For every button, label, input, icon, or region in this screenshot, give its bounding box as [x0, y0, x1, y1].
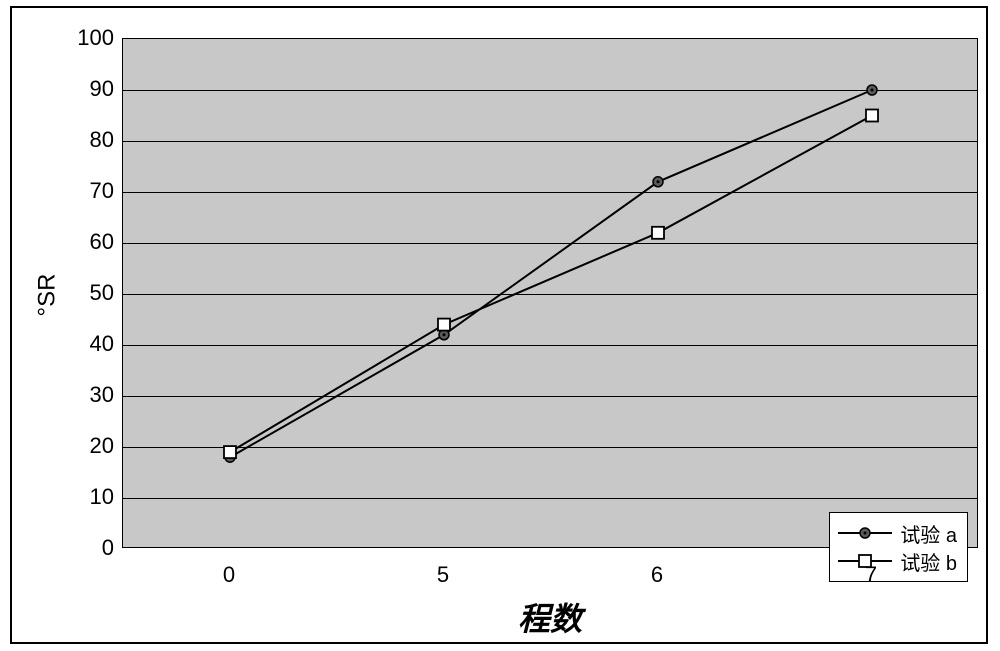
- legend-swatch: [838, 523, 892, 543]
- series-line: [230, 90, 872, 457]
- plot-area: [122, 38, 978, 548]
- legend-label: 试验 a: [900, 519, 957, 548]
- y-tick-label: 80: [54, 127, 114, 153]
- series-layer: [123, 39, 979, 549]
- y-tick-label: 70: [54, 178, 114, 204]
- legend-label: 试验 b: [900, 547, 957, 576]
- x-tick-label: 0: [199, 562, 259, 588]
- y-tick-label: 50: [54, 280, 114, 306]
- x-tick-label: 5: [413, 562, 473, 588]
- y-tick-label: 30: [54, 382, 114, 408]
- x-tick-label: 6: [627, 562, 687, 588]
- y-tick-label: 40: [54, 331, 114, 357]
- y-tick-label: 90: [54, 76, 114, 102]
- y-tick-label: 10: [54, 484, 114, 510]
- y-tick-label: 60: [54, 229, 114, 255]
- y-tick-label: 100: [54, 25, 114, 51]
- chart-outer-frame: °SR 程数 试验 a试验 b 010203040506070809010005…: [10, 6, 988, 644]
- x-axis-label: 程数: [450, 594, 650, 640]
- legend-item: 试验 a: [838, 519, 957, 547]
- x-tick-label: 7: [841, 562, 901, 588]
- y-tick-label: 20: [54, 433, 114, 459]
- y-tick-label: 0: [54, 535, 114, 561]
